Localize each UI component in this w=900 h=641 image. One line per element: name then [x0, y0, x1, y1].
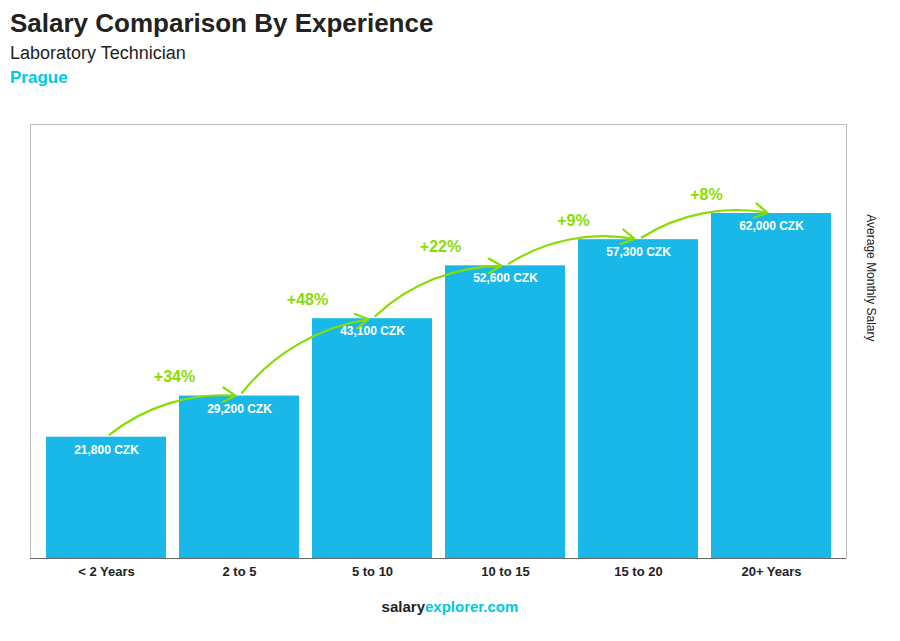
svg-text:+8%: +8% [690, 186, 722, 203]
svg-text:62,000 CZK: 62,000 CZK [739, 219, 804, 233]
svg-text:57,300 CZK: 57,300 CZK [606, 245, 671, 259]
html-text:salary explorer.com: salary explorer.com [381, 598, 519, 615]
svg-text:+22%: +22% [420, 238, 461, 255]
html-text:Prague: Prague [10, 68, 68, 87]
svg-text:15 to 20: 15 to 20 [614, 564, 662, 579]
svg-text:10 to 15: 10 to 15 [481, 564, 529, 579]
svg-text:20+ Years: 20+ Years [741, 564, 801, 579]
html-text:Laboratory Technician: Laboratory Technician [10, 43, 186, 63]
svg-text:< 2 Years: < 2 Years [78, 564, 135, 579]
svg-text:29,200 CZK: 29,200 CZK [207, 402, 272, 416]
svg-text:52,600 CZK: 52,600 CZK [473, 271, 538, 285]
svg-text:+34%: +34% [154, 368, 195, 385]
svg-text:21,800 CZK: 21,800 CZK [74, 443, 139, 457]
svg-text:5 to 10: 5 to 10 [352, 564, 393, 579]
svg-text:43,100 CZK: 43,100 CZK [340, 324, 405, 338]
svg-text:Average Monthly Salary: Average Monthly Salary [864, 214, 878, 341]
html-text:Salary Comparison By Experienc: Salary Comparison By Experience [10, 8, 434, 38]
svg-text:+48%: +48% [287, 291, 328, 308]
svg-text:2 to 5: 2 to 5 [223, 564, 257, 579]
svg-text:+9%: +9% [557, 212, 589, 229]
